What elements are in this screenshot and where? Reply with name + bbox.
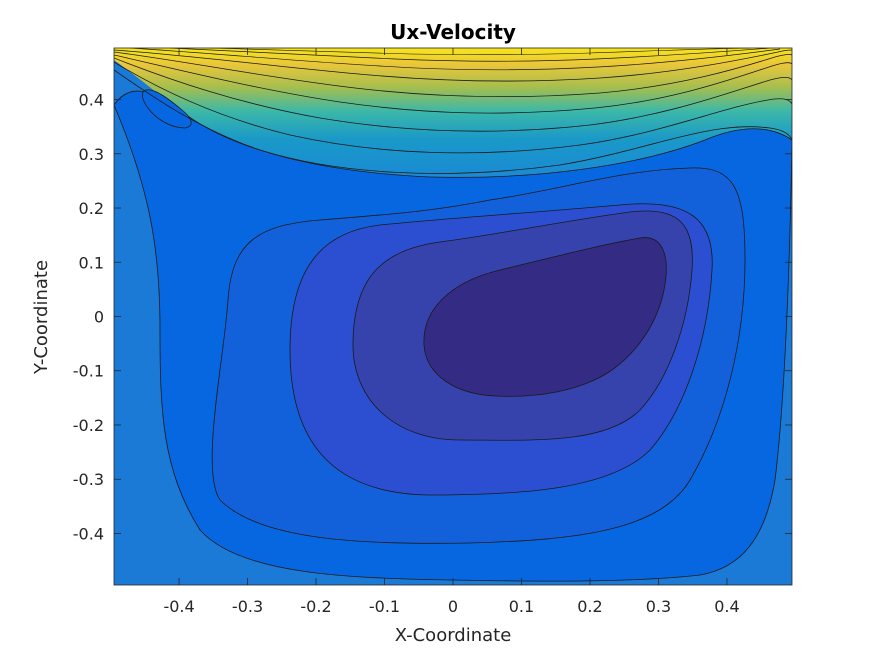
lid-gradient-region [114, 48, 792, 189]
x-axis-ticks: -0.4 -0.3 -0.2 -0.1 0 0.1 0.2 0.3 0.4 [163, 48, 740, 616]
y-tick-label: 0.3 [79, 145, 104, 164]
lid-contour-line-4 [114, 54, 792, 114]
x-tick-label: -0.4 [163, 597, 194, 616]
x-tick-label: -0.2 [300, 597, 331, 616]
x-tick-label: -0.3 [232, 597, 263, 616]
y-tick-label: -0.1 [73, 362, 104, 381]
x-tick-label: 0.4 [714, 597, 739, 616]
y-axis-ticks: -0.4 -0.3 -0.2 -0.1 0 0.1 0.2 0.3 0.4 [73, 91, 792, 543]
plot-area [114, 48, 792, 585]
lid-contour-line-6 [114, 49, 792, 82]
lid-contour-line-1 [114, 69, 792, 174]
x-tick-label: 0.2 [577, 597, 602, 616]
chart-title: Ux-Velocity [390, 20, 516, 44]
y-tick-label: 0 [94, 308, 104, 327]
lid-contour-line-3 [114, 57, 792, 132]
x-tick-label: -0.1 [369, 597, 400, 616]
x-tick-label: 0.3 [646, 597, 671, 616]
lid-contour-line-5 [114, 51, 792, 98]
y-tick-label: -0.4 [73, 524, 104, 543]
corner-eddy-contour [142, 89, 192, 129]
x-tick-label: 0 [448, 597, 458, 616]
y-tick-label: 0.1 [79, 253, 104, 272]
y-tick-label: -0.3 [73, 470, 104, 489]
contour-level-5 [423, 237, 667, 397]
x-axis-label: X-Coordinate [395, 625, 512, 646]
lid-contour-line-8 [169, 48, 771, 62]
lid-contour-line-9 [209, 48, 751, 55]
y-tick-label: 0.4 [79, 91, 104, 110]
x-tick-label: 0.1 [509, 597, 534, 616]
lid-contour-line-7 [129, 48, 781, 71]
y-axis-label: Y-Coordinate [31, 260, 52, 375]
lid-contour-line-2 [114, 61, 792, 154]
y-tick-label: 0.2 [79, 199, 104, 218]
y-tick-label: -0.2 [73, 416, 104, 435]
